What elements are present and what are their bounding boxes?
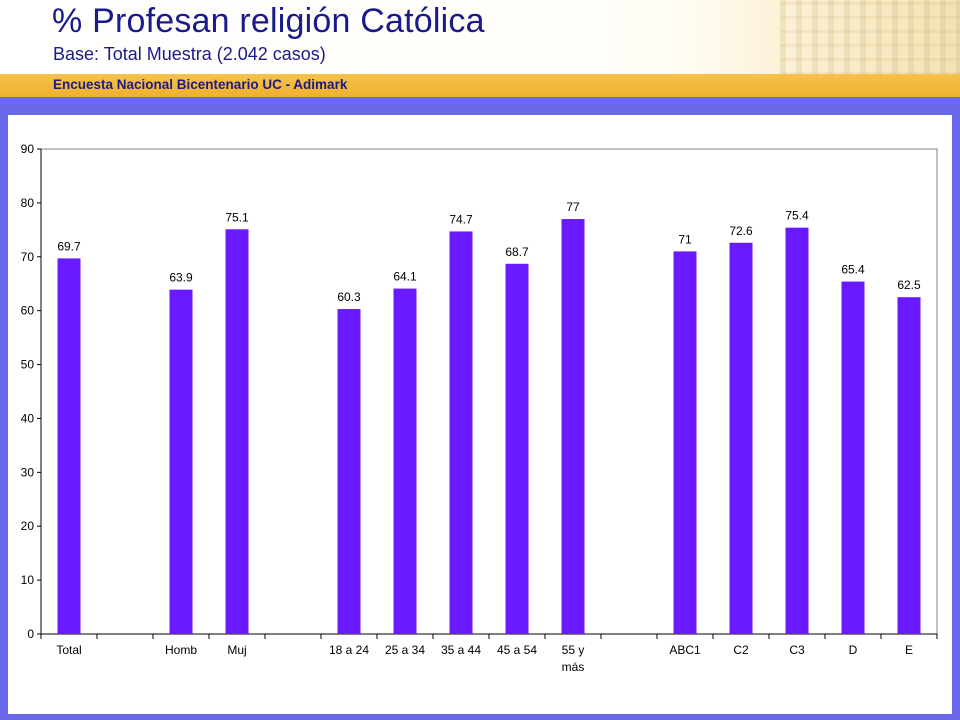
category-label: C3 bbox=[789, 643, 805, 657]
category-label: Total bbox=[56, 643, 81, 657]
category-label-line: 25 a 34 bbox=[385, 643, 425, 657]
data-label: 69.7 bbox=[57, 239, 81, 253]
y-tick-label: 50 bbox=[21, 358, 35, 372]
bar bbox=[449, 231, 473, 634]
y-tick-label: 70 bbox=[21, 250, 35, 264]
category-label-line: 55 y bbox=[562, 643, 585, 657]
slide-subtitle: Base: Total Muestra (2.042 casos) bbox=[53, 44, 326, 64]
y-tick-label: 90 bbox=[21, 142, 35, 156]
category-label: 18 a 24 bbox=[329, 643, 369, 657]
category-label-line: ABC1 bbox=[669, 643, 701, 657]
category-label: Muj bbox=[227, 643, 246, 657]
y-tick-label: 10 bbox=[21, 573, 35, 587]
data-label: 75.4 bbox=[785, 209, 809, 223]
y-tick-label: 0 bbox=[27, 627, 34, 641]
chart-panel: 0 10 20 30 40 50 60 70 80 90 69.7 Total 63.9 Homb 75.1… bbox=[8, 115, 952, 714]
category-label: 25 a 34 bbox=[385, 643, 425, 657]
y-tick-label: 60 bbox=[21, 304, 35, 318]
survey-banner-label: Encuesta Nacional Bicentenario UC - Adim… bbox=[53, 77, 348, 92]
data-label: 62.5 bbox=[897, 278, 921, 292]
building-illustration bbox=[780, 0, 960, 75]
chart-frame: 0 10 20 30 40 50 60 70 80 90 69.7 Total 63.9 Homb 75.1… bbox=[0, 97, 960, 720]
bar-chart: 0 10 20 30 40 50 60 70 80 90 69.7 Total 63.9 Homb 75.1… bbox=[21, 142, 938, 674]
bar bbox=[169, 289, 193, 634]
y-tick-label: 40 bbox=[21, 411, 35, 425]
slide-title: % Profesan religión Católica bbox=[52, 2, 485, 40]
data-label: 71 bbox=[678, 232, 692, 246]
category-label: E bbox=[905, 643, 913, 657]
category-label-line: C2 bbox=[733, 643, 749, 657]
category-label: ABC1 bbox=[669, 643, 701, 657]
data-label: 77 bbox=[566, 200, 580, 214]
bar bbox=[393, 288, 417, 634]
survey-banner: Encuesta Nacional Bicentenario UC - Adim… bbox=[0, 74, 960, 97]
category-label: Homb bbox=[165, 643, 197, 657]
category-label-line: Total bbox=[56, 643, 81, 657]
category-label: D bbox=[849, 643, 858, 657]
category-label-line: Muj bbox=[227, 643, 246, 657]
category-label-line: Homb bbox=[165, 643, 197, 657]
bar bbox=[505, 263, 529, 634]
category-label: 55 y más bbox=[562, 643, 585, 674]
category-label-line: 18 a 24 bbox=[329, 643, 369, 657]
bar bbox=[785, 227, 809, 634]
data-label: 64.1 bbox=[393, 270, 417, 284]
category-label-line: 35 a 44 bbox=[441, 643, 481, 657]
bar bbox=[897, 297, 921, 634]
bar bbox=[841, 281, 865, 634]
slide-header: % Profesan religión Católica Base: Total… bbox=[0, 0, 960, 75]
category-label-line: 45 a 54 bbox=[497, 643, 537, 657]
data-label: 72.6 bbox=[729, 224, 753, 238]
data-label: 74.7 bbox=[449, 212, 473, 226]
bar bbox=[729, 242, 753, 634]
category-label-line: D bbox=[849, 643, 858, 657]
data-label: 68.7 bbox=[505, 245, 529, 259]
bar bbox=[337, 309, 361, 634]
data-label: 63.9 bbox=[169, 271, 193, 285]
bar bbox=[225, 229, 249, 634]
y-tick-label: 20 bbox=[21, 519, 35, 533]
category-label-line: C3 bbox=[789, 643, 805, 657]
bar bbox=[57, 258, 81, 634]
category-label: C2 bbox=[733, 643, 749, 657]
y-tick-label: 80 bbox=[21, 196, 35, 210]
category-label-line: E bbox=[905, 643, 913, 657]
data-label: 60.3 bbox=[337, 290, 361, 304]
category-label: 45 a 54 bbox=[497, 643, 537, 657]
data-label: 65.4 bbox=[841, 263, 865, 277]
bar bbox=[673, 251, 697, 634]
category-label-line: más bbox=[562, 660, 585, 674]
y-tick-label: 30 bbox=[21, 465, 35, 479]
category-label: 35 a 44 bbox=[441, 643, 481, 657]
bar bbox=[561, 219, 585, 635]
data-label: 75.1 bbox=[225, 210, 249, 224]
